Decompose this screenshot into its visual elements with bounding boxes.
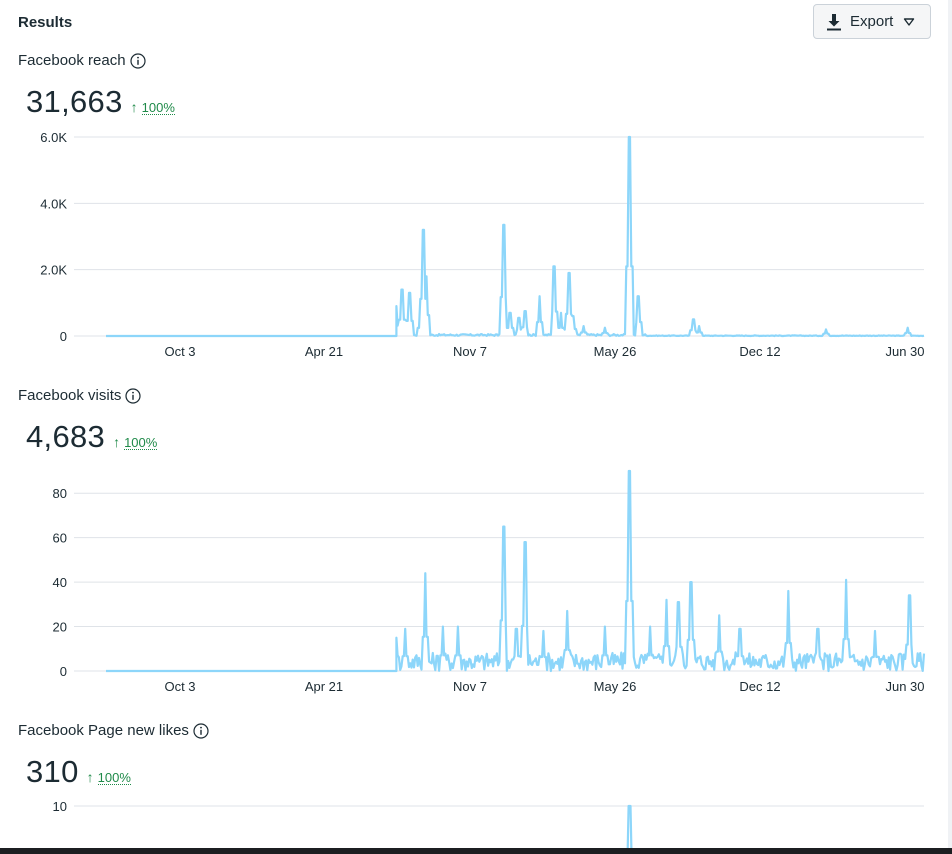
arrow-up-icon: ↑ <box>130 99 138 115</box>
reach-metric: 31,663 ↑ 100% <box>26 84 175 120</box>
reach-section-title: Facebook reach <box>18 52 146 69</box>
arrow-up-icon: ↑ <box>113 434 121 450</box>
likes-change[interactable]: 100% <box>97 770 131 785</box>
results-heading: Results <box>18 14 73 31</box>
export-button[interactable]: Export <box>813 4 931 39</box>
x-tick-label: Oct 3 <box>164 679 195 694</box>
scrollbar[interactable] <box>948 0 952 848</box>
taskbar <box>0 848 952 854</box>
visits-section-title: Facebook visits <box>18 387 141 404</box>
reach-title: Facebook reach <box>18 52 126 69</box>
x-tick-label: Apr 21 <box>305 679 343 694</box>
y-tick-label: 6.0K <box>40 130 67 145</box>
reach-chart: 0 2.0K 4.0K 6.0K Oct 3 Apr 21 Nov 7 May 26 Dec 1… <box>40 130 925 359</box>
visits-metric: 4,683 ↑ 100% <box>26 419 158 455</box>
chevron-down-icon <box>904 17 915 26</box>
likes-value: 310 <box>26 754 79 789</box>
x-tick-label: Dec 12 <box>739 344 780 359</box>
x-tick-label: Dec 12 <box>739 679 780 694</box>
x-tick-label: May 26 <box>594 679 637 694</box>
likes-section-title: Facebook Page new likes <box>18 722 209 739</box>
download-icon <box>827 13 841 30</box>
x-tick-label: Jun 30 <box>885 679 924 694</box>
visits-title: Facebook visits <box>18 387 122 404</box>
x-tick-label: Apr 21 <box>305 344 343 359</box>
info-icon[interactable] <box>125 387 141 404</box>
info-icon[interactable] <box>129 52 146 69</box>
likes-title: Facebook Page new likes <box>18 722 189 739</box>
series-line[interactable] <box>531 804 925 852</box>
export-label: Export <box>850 13 894 30</box>
y-tick-label: 60 <box>53 531 67 546</box>
reach-value: 31,663 <box>26 84 123 119</box>
reach-change[interactable]: 100% <box>141 100 175 115</box>
y-tick-label: 40 <box>53 575 67 590</box>
y-tick-label: 4.0K <box>40 196 67 211</box>
visits-value: 4,683 <box>26 419 106 454</box>
x-tick-label: Jun 30 <box>885 344 924 359</box>
x-tick-label: Oct 3 <box>164 344 195 359</box>
y-tick-label: 0 <box>60 329 67 344</box>
visits-chart: 0 20 40 60 80 Oct 3 Apr 21 Nov 7 May 26 Dec 12 Jun… <box>53 469 926 694</box>
visits-change[interactable]: 100% <box>124 435 158 450</box>
x-tick-label: May 26 <box>594 344 637 359</box>
y-tick-label: 0 <box>60 664 67 679</box>
y-tick-label: 80 <box>53 486 67 501</box>
y-tick-label: 2.0K <box>40 263 67 278</box>
series-line[interactable] <box>106 135 925 338</box>
series-line[interactable] <box>106 469 926 673</box>
info-icon[interactable] <box>193 722 209 739</box>
y-tick-label: 10 <box>53 799 67 814</box>
x-tick-label: Nov 7 <box>453 344 487 359</box>
arrow-up-icon: ↑ <box>86 769 94 785</box>
y-tick-label: 20 <box>53 620 67 635</box>
x-tick-label: Nov 7 <box>453 679 487 694</box>
likes-metric: 310 ↑ 100% <box>26 754 131 790</box>
